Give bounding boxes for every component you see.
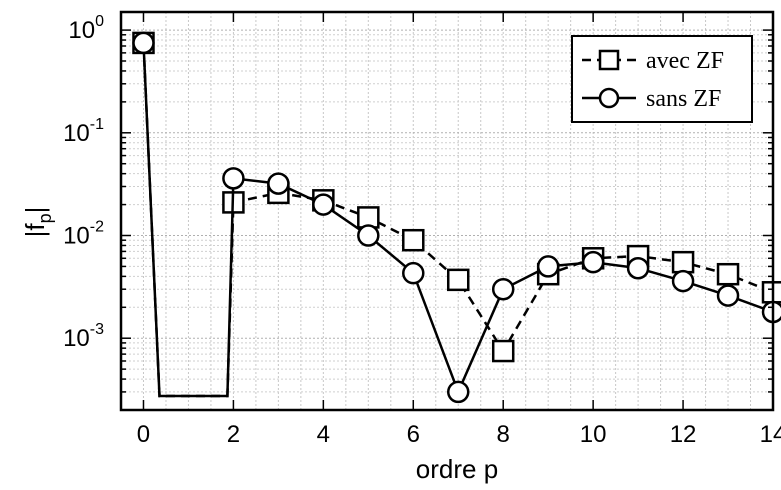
legend-marker-square	[598, 49, 620, 71]
y-label-close: |	[20, 207, 50, 214]
data-point-square	[671, 250, 695, 274]
data-point-square	[446, 268, 470, 292]
y-tick-base: 10	[63, 325, 90, 352]
legend-marker-circle	[598, 87, 620, 109]
x-tick-label: 12	[670, 421, 697, 448]
data-point-circle	[536, 255, 560, 278]
data-point-circle	[446, 380, 470, 404]
data-point-circle	[267, 172, 290, 195]
y-tick-exponent: 0	[95, 13, 104, 30]
x-tick-label: 10	[580, 421, 607, 448]
data-point-circle	[312, 193, 335, 216]
data-point-circle	[402, 261, 425, 285]
data-point-square	[716, 262, 740, 286]
data-point-circle	[671, 269, 695, 293]
y-tick-exponent: -3	[90, 321, 104, 338]
data-point-square	[491, 339, 515, 363]
y-tick-exponent: -2	[90, 219, 104, 236]
y-label-main: |f	[20, 223, 50, 238]
x-tick-label: 8	[497, 421, 510, 448]
x-tick-label: 4	[317, 421, 330, 448]
legend-label: sans ZF	[646, 86, 721, 112]
y-tick-label: 10-1	[63, 116, 104, 147]
data-point-circle	[716, 284, 740, 307]
series-line	[142, 42, 774, 398]
y-tick-label: 10-3	[63, 321, 104, 352]
x-tick-label: 6	[407, 421, 420, 448]
plot-frame	[119, 10, 775, 412]
data-point-circle	[626, 256, 650, 280]
y-tick-base: 10	[68, 17, 95, 44]
legend: avec ZF sans ZF	[571, 35, 753, 123]
y-axis-label: |fp|	[20, 207, 55, 238]
data-point-circle	[581, 250, 605, 274]
legend-label: avec ZF	[646, 48, 724, 74]
data-point-square	[402, 228, 425, 252]
data-point-circle	[132, 31, 155, 55]
y-tick-exponent: -1	[90, 116, 104, 133]
x-tick-label: 0	[137, 421, 150, 448]
data-point-circle	[222, 167, 245, 190]
y-tick-label: 100	[68, 13, 104, 44]
x-axis-label: ordre p	[416, 454, 498, 484]
series-layer	[132, 31, 781, 404]
x-tick-label: 2	[227, 421, 240, 448]
x-tick-label: 14	[760, 421, 781, 448]
y-tick-base: 10	[63, 120, 90, 147]
ticks	[121, 12, 774, 411]
y-tick-base: 10	[63, 223, 90, 250]
series-sans-zf	[132, 31, 781, 404]
data-point-circle	[491, 277, 515, 301]
y-tick-label: 10-2	[63, 219, 104, 250]
data-point-circle	[357, 224, 380, 247]
y-label-subscript: p	[35, 213, 55, 223]
